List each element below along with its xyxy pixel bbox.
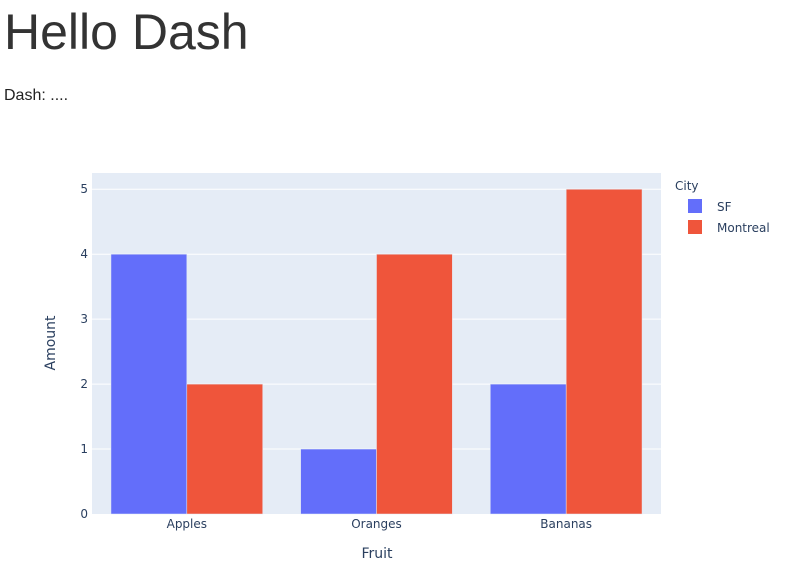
bar-chart: 0 1 2 3 4 5 Apples Oranges Bananas Fruit Amount… xyxy=(0,150,787,567)
y-tick-label: 4 xyxy=(80,247,88,261)
page-title: Hello Dash xyxy=(4,4,249,60)
y-tick-label: 0 xyxy=(80,507,88,521)
y-tick-label: 3 xyxy=(80,312,88,326)
chart-svg: 0 1 2 3 4 5 Apples Oranges Bananas Fruit Amount… xyxy=(43,173,770,562)
y-tick-labels: 0 1 2 3 4 5 xyxy=(80,182,88,521)
bars xyxy=(110,188,643,515)
bar-oranges-sf[interactable] xyxy=(300,448,377,515)
legend-swatch-montreal[interactable] xyxy=(688,220,702,234)
legend[interactable]: SF Montreal xyxy=(688,199,770,235)
bar-apples-sf[interactable] xyxy=(110,253,188,515)
x-axis-label: Fruit xyxy=(361,546,393,562)
legend-title: City xyxy=(675,179,699,193)
bar-apples-montreal[interactable] xyxy=(186,383,263,515)
y-tick-label: 1 xyxy=(80,442,88,456)
bar-bananas-sf[interactable] xyxy=(490,383,567,515)
x-tick-label: Oranges xyxy=(351,517,402,531)
legend-label-sf[interactable]: SF xyxy=(717,200,732,214)
y-axis-label: Amount xyxy=(43,315,59,371)
bar-oranges-montreal[interactable] xyxy=(376,253,453,515)
bar-bananas-montreal[interactable] xyxy=(565,188,643,515)
y-tick-label: 5 xyxy=(80,182,88,196)
legend-label-montreal[interactable]: Montreal xyxy=(717,221,770,235)
x-tick-label: Apples xyxy=(167,517,207,531)
x-tick-labels: Apples Oranges Bananas xyxy=(167,517,592,531)
y-tick-label: 2 xyxy=(80,377,88,391)
x-tick-label: Bananas xyxy=(540,517,592,531)
legend-swatch-sf[interactable] xyxy=(688,199,702,213)
page-subtitle: Dash: .... xyxy=(4,87,69,104)
